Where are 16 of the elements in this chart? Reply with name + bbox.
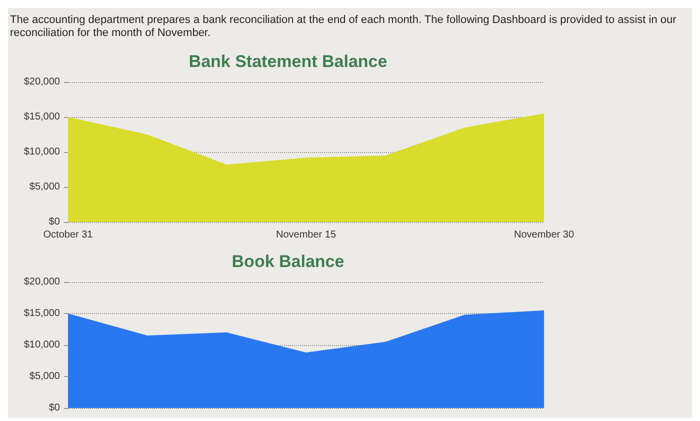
y-tick-label: $0 <box>48 402 60 414</box>
y-tick-label: $0 <box>48 216 60 228</box>
y-tick-label: $5,000 <box>29 182 60 192</box>
x-tick-label: November 30 <box>514 230 574 240</box>
y-tick-label: $20,000 <box>24 276 60 288</box>
y-tick-label: $15,000 <box>24 112 60 122</box>
chart-title: Book Balance <box>232 252 344 271</box>
y-tick-label: $5,000 <box>29 371 60 382</box>
chart-title: Bank Statement Balance <box>188 52 388 71</box>
y-tick-label: $15,000 <box>24 308 60 319</box>
x-tick-label: November 15 <box>276 230 336 240</box>
y-tick-label: $20,000 <box>24 76 60 88</box>
y-tick-label: $10,000 <box>24 340 60 350</box>
x-tick-label: October 31 <box>43 230 94 240</box>
text: The accounting department prepares a bank reconciliation at the end of each month. The following Dashboard is provided to assist in our reconciliation for the month of November. <box>9 13 678 41</box>
y-tick-label: $10,000 <box>24 146 60 158</box>
